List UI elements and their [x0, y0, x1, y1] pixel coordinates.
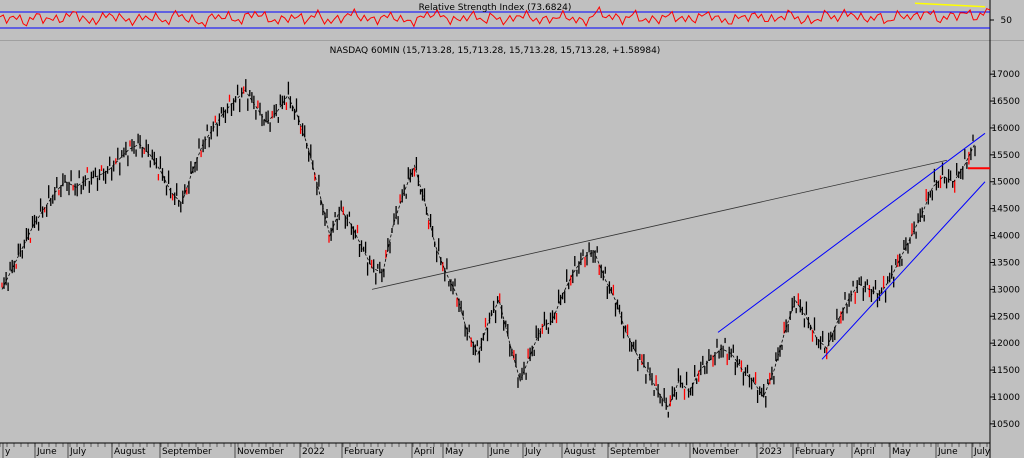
long-trendline — [371, 159, 948, 290]
rsi-trendline — [914, 2, 986, 8]
x-tick-label: September — [162, 447, 212, 457]
x-tick-label: July — [524, 447, 542, 457]
x-tick-label: August — [114, 447, 146, 457]
x-tick-label: May — [892, 447, 911, 457]
channel-upper-line — [717, 132, 986, 333]
x-tick-label: September — [610, 447, 660, 457]
x-tick-label: June — [36, 447, 57, 457]
price-tick-label: 14500 — [991, 205, 1020, 215]
x-tick-label: July — [973, 447, 991, 457]
price-tick-label: 13500 — [991, 258, 1020, 268]
price-tick-label: 14000 — [991, 232, 1020, 242]
x-tick-label: April — [414, 447, 435, 457]
price-tick-label: 13000 — [991, 285, 1020, 295]
x-tick-label: November — [692, 447, 739, 457]
price-tick-label: 16500 — [991, 97, 1020, 107]
x-tick-label: July — [69, 447, 87, 457]
x-tick-label: May — [445, 447, 464, 457]
rsi-series-line — [0, 5, 991, 28]
x-tick-label: 2022 — [302, 447, 325, 457]
channel-lower-line — [821, 181, 986, 360]
x-tick-label: April — [854, 447, 875, 457]
x-tick-label: 2023 — [759, 447, 782, 457]
x-tick-label: June — [937, 447, 958, 457]
price-tick-label: 12500 — [991, 312, 1020, 322]
price-plot-area — [0, 40, 990, 443]
x-tick-label: y — [5, 447, 11, 457]
x-tick-label: June — [489, 447, 510, 457]
x-tick-label: August — [564, 447, 596, 457]
rsi-tick-label: 50 — [1001, 16, 1013, 26]
price-tick-label: 10500 — [991, 420, 1020, 430]
price-tick-label: 12000 — [991, 339, 1020, 349]
rsi-panel: Relative Strength Index (73.6824) 50 — [0, 0, 1013, 40]
x-tick-label: February — [344, 447, 385, 457]
price-panel: NASDAQ 60MIN (15,713.28, 15,713.28, 15,7… — [0, 40, 1024, 458]
price-tick-label: 11500 — [991, 366, 1020, 376]
price-tick-label: 11000 — [991, 393, 1020, 403]
x-tick-label: November — [237, 447, 284, 457]
price-tick-label: 17000 — [991, 70, 1020, 80]
price-tick-label: 15000 — [991, 178, 1020, 188]
price-title: NASDAQ 60MIN (15,713.28, 15,713.28, 15,7… — [330, 46, 661, 56]
rsi-plot-area — [0, 0, 990, 40]
price-tick-label: 16000 — [991, 124, 1020, 134]
x-tick-label: February — [795, 447, 836, 457]
rsi-title: Relative Strength Index (73.6824) — [419, 3, 572, 13]
price-tick-label: 15500 — [991, 151, 1020, 161]
